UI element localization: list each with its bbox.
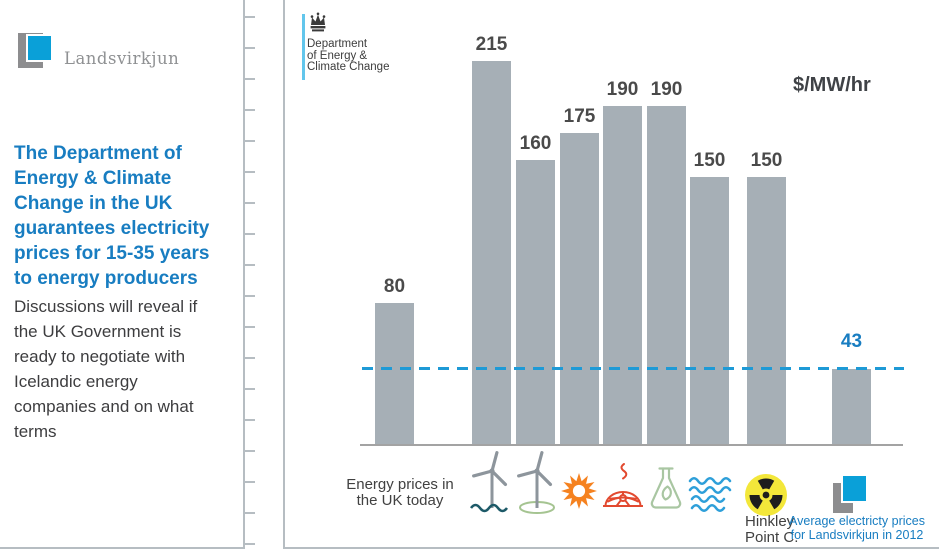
- royal-crown-icon: [310, 12, 326, 32]
- bar-offshore-wind: [472, 61, 511, 446]
- landsvirkjun-logo-icon: [26, 34, 53, 62]
- ruler-tick: [245, 140, 255, 142]
- ruler-tick: [245, 109, 255, 111]
- ruler-tick: [245, 202, 255, 204]
- slide-body-text: Discussions will reveal if the UK Govern…: [14, 297, 198, 441]
- slide-headline: The Department of Energy & Climate Chang…: [14, 143, 210, 289]
- bar-nuclear: [747, 177, 786, 446]
- bar-uk-today: [375, 303, 414, 446]
- ruler-tick: [245, 233, 255, 235]
- decc-logo-text: Department of Energy & Climate Change: [307, 38, 390, 73]
- bar-value-label: 80: [383, 276, 406, 297]
- onshore-wind-turbine-icon: [517, 451, 555, 514]
- decc-logo-accent-bar: [302, 14, 305, 80]
- ruler-tick: [245, 171, 255, 173]
- bar-value-label: 190: [650, 79, 683, 100]
- ruler-tick: [245, 357, 255, 359]
- caption-landsvirkjun-average: Average electricty prices for Landsvirkj…: [789, 514, 925, 542]
- bar-value-label: 43: [840, 331, 863, 352]
- ruler-tick: [245, 388, 255, 390]
- bar-value-label: 150: [693, 150, 726, 171]
- slide-edge-ruler: [243, 0, 257, 549]
- bar-landsvirkjun-2012: [832, 369, 871, 446]
- bar-biomass: [647, 106, 686, 446]
- ruler-tick: [245, 450, 255, 452]
- ruler-tick: [245, 512, 255, 514]
- chart-panel-bottom-border: [283, 547, 939, 549]
- ruler-tick: [245, 295, 255, 297]
- bar-onshore-wind: [516, 160, 555, 446]
- ruler-tick: [245, 264, 255, 266]
- radiation-icon: [745, 474, 787, 516]
- ruler-tick: [245, 326, 255, 328]
- offshore-wind-turbine-icon: [469, 451, 509, 513]
- ruler-tick: [245, 78, 255, 80]
- ruler-tick: [245, 419, 255, 421]
- landsvirkjun-wordmark: Landsvirkjun: [64, 49, 180, 68]
- sun-icon: [561, 473, 597, 509]
- bar-geothermal-dome: [603, 106, 642, 446]
- bar-tidal-wave: [690, 177, 729, 446]
- ruler-tick: [245, 16, 255, 18]
- bar-value-label: 150: [750, 150, 783, 171]
- landsvirkjun-mark-icon: [832, 474, 868, 514]
- bar-solar: [560, 133, 599, 446]
- ruler-tick: [245, 543, 255, 545]
- caption-hinkley-point-c: Hinkley Point C.: [745, 513, 799, 546]
- bar-value-label: 190: [606, 79, 639, 100]
- slide-bottom-border: [0, 547, 245, 549]
- ruler-tick: [245, 47, 255, 49]
- ruler-tick: [245, 481, 255, 483]
- dashed-guideline: [362, 367, 904, 370]
- bar-value-label: 160: [519, 133, 552, 154]
- chart-panel-border: [283, 0, 285, 549]
- bar-value-label: 175: [563, 106, 596, 127]
- bar-value-label: 215: [475, 34, 508, 55]
- waves-icon: [688, 477, 732, 512]
- chart-unit-label: $/MW/hr: [793, 74, 871, 96]
- caption-uk-today: Energy prices in the UK today: [346, 476, 454, 509]
- x-axis-line: [360, 444, 903, 446]
- flask-leaf-icon: [650, 467, 682, 509]
- dome-icon: [603, 463, 643, 507]
